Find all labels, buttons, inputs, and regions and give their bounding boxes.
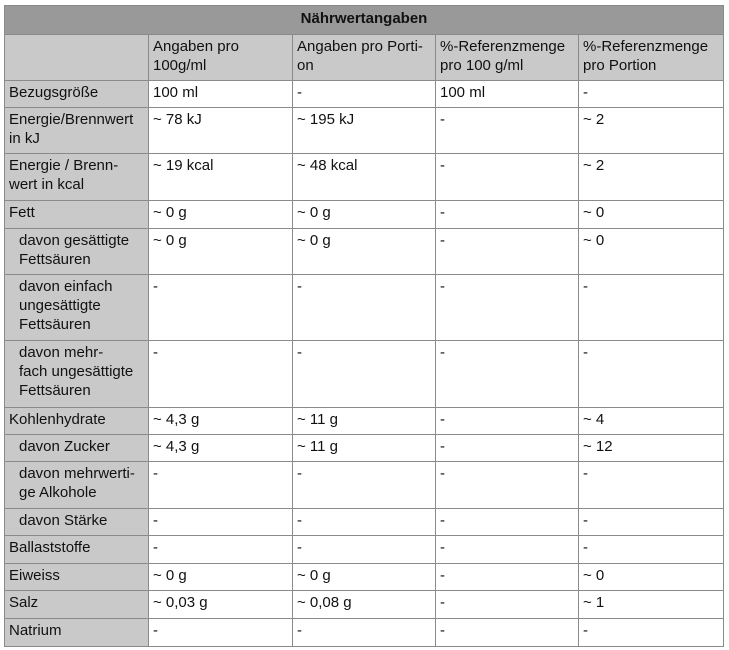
- table-cell: -: [578, 274, 724, 341]
- row-label: davon Zucker: [4, 434, 149, 462]
- table-cell: ~ 11 g: [292, 434, 436, 462]
- table-cell: -: [292, 340, 436, 408]
- table-cell: -: [292, 535, 436, 564]
- column-header: Angaben pro 100g/ml: [148, 34, 293, 81]
- table-row: Energie / Brenn- wert in kcal ~ 19 kcal ~ …: [4, 153, 724, 201]
- table-cell: -: [578, 461, 724, 509]
- table-cell: -: [578, 508, 724, 536]
- table-cell: ~ 12: [578, 434, 724, 462]
- table-cell: ~ 1: [578, 590, 724, 619]
- table-row: Natrium - - - -: [4, 618, 724, 647]
- table-row: davon Stärke - - - -: [4, 508, 724, 536]
- table-row: Bezugsgröße 100 ml -100 ml -: [4, 80, 724, 108]
- table-cell: ~ 0 g: [292, 200, 436, 229]
- column-header: Angaben pro Porti- on: [292, 34, 436, 81]
- table-cell: -: [578, 340, 724, 408]
- table-row: Eiweiss ~ 0 g ~ 0 g - ~ 0: [4, 563, 724, 591]
- table-cell: -: [435, 618, 579, 647]
- table-cell: -: [148, 461, 293, 509]
- table-cell: ~ 0: [578, 228, 724, 275]
- table-title: Nährwertangaben: [4, 5, 724, 35]
- table-cell: -: [578, 535, 724, 564]
- table-cell: -: [435, 563, 579, 591]
- table-cell: ~ 0: [578, 563, 724, 591]
- column-header: %-Referenzmenge pro Portion: [578, 34, 724, 81]
- table-cell: ~ 0: [578, 200, 724, 229]
- table-cell: ~ 78 kJ: [148, 107, 293, 154]
- row-label: Ballaststoffe: [4, 535, 149, 564]
- nutrition-table: Nährwertangaben Angaben pro 100g/ml Angab…: [4, 5, 724, 647]
- table-cell: -: [148, 508, 293, 536]
- table-cell: -: [148, 274, 293, 341]
- table-cell: ~ 19 kcal: [148, 153, 293, 201]
- table-cell: ~ 48 kcal: [292, 153, 436, 201]
- table-cell: -: [148, 618, 293, 647]
- table-cell: ~ 11 g: [292, 407, 436, 435]
- table-cell: -: [435, 434, 579, 462]
- row-label: Bezugsgröße: [4, 80, 149, 108]
- table-cell: -: [435, 200, 579, 229]
- table-cell: ~ 4: [578, 407, 724, 435]
- table-cell: -: [435, 461, 579, 509]
- table-cell: ~ 195 kJ: [292, 107, 436, 154]
- table-cell: -: [292, 508, 436, 536]
- table-row: Energie/Brennwert in kJ ~ 78 kJ ~ 195 kJ - ~…: [4, 107, 724, 154]
- row-label: davon Stärke: [4, 508, 149, 536]
- table-cell: -: [435, 340, 579, 408]
- row-label: davon gesättigte Fettsäuren: [4, 228, 149, 275]
- row-label: davon mehr- fach ungesättigte Fettsäuren: [4, 340, 149, 408]
- table-cell: ~ 0,03 g: [148, 590, 293, 619]
- table-cell: -: [292, 80, 436, 108]
- row-label: Kohlenhydrate: [4, 407, 149, 435]
- table-cell: ~ 0 g: [292, 228, 436, 275]
- row-label: Salz: [4, 590, 149, 619]
- row-label: Eiweiss: [4, 563, 149, 591]
- table-row: davon einfach ungesättigte Fettsäuren - - -…: [4, 274, 724, 341]
- row-label: Natrium: [4, 618, 149, 647]
- table-cell: -: [292, 274, 436, 341]
- table-cell: 100 ml: [148, 80, 293, 108]
- row-label: Energie/Brennwert in kJ: [4, 107, 149, 154]
- table-cell: ~ 0,08 g: [292, 590, 436, 619]
- table-row: Salz ~ 0,03 g ~ 0,08 g - ~ 1: [4, 590, 724, 619]
- column-header: %-Referenzmenge pro 100 g/ml: [435, 34, 579, 81]
- table-cell: ~ 0 g: [148, 228, 293, 275]
- table-cell: ~ 4,3 g: [148, 434, 293, 462]
- table-row: davon mehr- fach ungesättigte Fettsäuren…: [4, 340, 724, 408]
- table-row: davon Zucker ~ 4,3 g ~ 11 g - ~ 12: [4, 434, 724, 462]
- table-cell: -: [435, 228, 579, 275]
- table-cell: -: [292, 461, 436, 509]
- table-cell: -: [292, 618, 436, 647]
- table-cell: -: [435, 153, 579, 201]
- table-cell: -: [148, 340, 293, 408]
- row-label: davon mehrwerti- ge Alkohole: [4, 461, 149, 509]
- table-cell: -: [435, 274, 579, 341]
- table-cell: -: [435, 508, 579, 536]
- table-cell: ~ 0 g: [148, 200, 293, 229]
- table-cell: ~ 4,3 g: [148, 407, 293, 435]
- table-cell: ~ 0 g: [292, 563, 436, 591]
- table-cell: ~ 2: [578, 107, 724, 154]
- table-cell: -: [578, 618, 724, 647]
- table-cell: -: [148, 535, 293, 564]
- table-row: davon mehrwerti- ge Alkohole - - - -: [4, 461, 724, 509]
- table-row: davon gesättigte Fettsäuren ~ 0 g ~ 0 g - ~ …: [4, 228, 724, 275]
- table-cell: -: [435, 590, 579, 619]
- table-cell: -: [435, 535, 579, 564]
- row-label: Energie / Brenn- wert in kcal: [4, 153, 149, 201]
- table-row: Kohlenhydrate ~ 4,3 g ~ 11 g - ~ 4: [4, 407, 724, 435]
- table-cell: -: [435, 107, 579, 154]
- row-label: Fett: [4, 200, 149, 229]
- table-cell: 100 ml: [435, 80, 579, 108]
- row-label: davon einfach ungesättigte Fettsäuren: [4, 274, 149, 341]
- column-headers: Angaben pro 100g/ml Angaben pro Porti- on…: [4, 34, 724, 81]
- table-cell: ~ 2: [578, 153, 724, 201]
- table-row: Fett ~ 0 g ~ 0 g - ~ 0: [4, 200, 724, 229]
- table-row: Ballaststoffe - - - -: [4, 535, 724, 564]
- table-cell: -: [578, 80, 724, 108]
- table-cell: ~ 0 g: [148, 563, 293, 591]
- column-header: [4, 34, 149, 81]
- table-cell: -: [435, 407, 579, 435]
